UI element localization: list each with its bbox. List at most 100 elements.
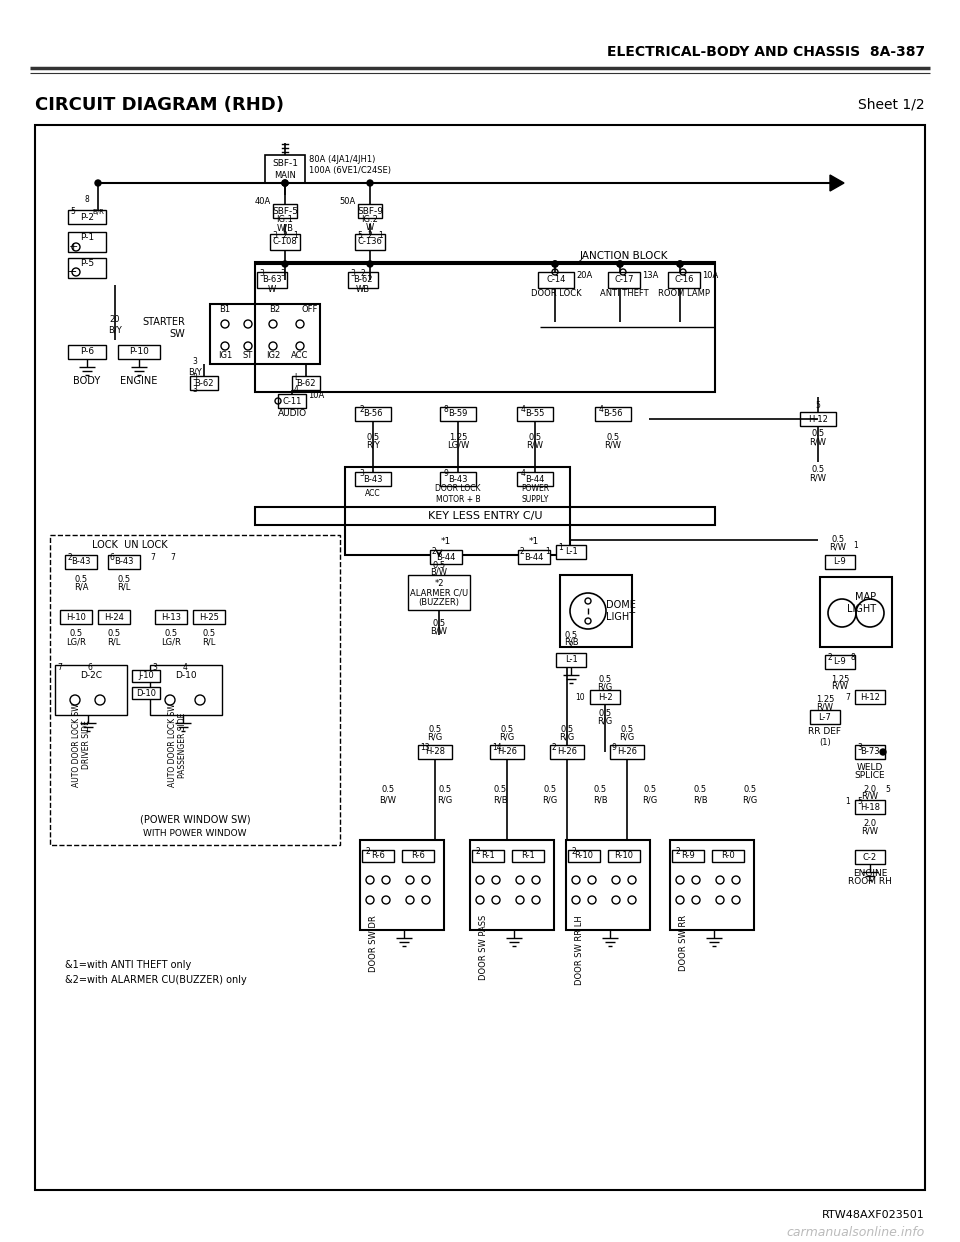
Text: 4: 4 bbox=[182, 662, 187, 672]
Text: B-43: B-43 bbox=[71, 558, 91, 566]
Text: 8: 8 bbox=[444, 405, 448, 414]
Text: RR DEF: RR DEF bbox=[808, 728, 842, 737]
Text: ACC: ACC bbox=[291, 351, 309, 360]
Text: H-26: H-26 bbox=[617, 748, 637, 756]
Text: R-1: R-1 bbox=[481, 852, 494, 861]
Bar bbox=[362, 850, 394, 862]
Text: 0.5: 0.5 bbox=[620, 725, 634, 734]
Bar bbox=[55, 664, 127, 715]
Text: 0.5
R/G: 0.5 R/G bbox=[742, 785, 757, 805]
Text: ROOM LAMP: ROOM LAMP bbox=[658, 289, 710, 298]
Text: 1.25: 1.25 bbox=[830, 674, 850, 683]
Text: 2: 2 bbox=[366, 847, 371, 857]
Bar bbox=[517, 472, 553, 486]
Text: SW: SW bbox=[169, 329, 185, 339]
Text: 100A (6VE1/C24SE): 100A (6VE1/C24SE) bbox=[309, 166, 391, 175]
Text: H-18: H-18 bbox=[860, 802, 880, 811]
Text: 3: 3 bbox=[857, 743, 862, 751]
Text: 2: 2 bbox=[552, 743, 557, 751]
Text: R-0: R-0 bbox=[721, 852, 734, 861]
Bar bbox=[810, 710, 840, 724]
Text: LIGHT: LIGHT bbox=[607, 612, 636, 622]
Bar bbox=[255, 507, 715, 525]
Text: DOME: DOME bbox=[606, 600, 636, 610]
Bar bbox=[408, 575, 470, 610]
Text: IG.2: IG.2 bbox=[362, 216, 378, 225]
Text: 0.5: 0.5 bbox=[811, 430, 825, 438]
Bar bbox=[50, 535, 340, 845]
Text: R/W: R/W bbox=[809, 437, 827, 447]
Circle shape bbox=[677, 261, 683, 267]
Text: B/Y: B/Y bbox=[108, 325, 122, 334]
Text: LG/W: LG/W bbox=[446, 441, 469, 450]
Text: 0.5: 0.5 bbox=[432, 619, 445, 627]
Text: R/W: R/W bbox=[861, 791, 878, 801]
Text: ALARMER C/U: ALARMER C/U bbox=[410, 589, 468, 597]
Text: 0.5: 0.5 bbox=[811, 466, 825, 474]
Circle shape bbox=[677, 261, 683, 267]
Text: WELD: WELD bbox=[857, 763, 883, 771]
Text: B-63: B-63 bbox=[262, 276, 282, 284]
Text: &2=with ALARMER CU(BUZZER) only: &2=with ALARMER CU(BUZZER) only bbox=[65, 975, 247, 985]
Text: 7: 7 bbox=[57, 662, 61, 672]
Text: B-62: B-62 bbox=[194, 379, 214, 388]
Text: D-10: D-10 bbox=[136, 688, 156, 698]
Text: 20: 20 bbox=[109, 315, 120, 324]
Bar bbox=[255, 262, 715, 392]
Bar bbox=[292, 376, 320, 390]
Bar bbox=[358, 204, 382, 219]
Bar bbox=[278, 394, 306, 409]
Text: 0.5: 0.5 bbox=[528, 432, 541, 441]
Text: C-16: C-16 bbox=[674, 276, 694, 284]
Text: 9: 9 bbox=[444, 469, 449, 478]
Text: 2: 2 bbox=[476, 847, 481, 857]
Text: 3: 3 bbox=[152, 662, 156, 672]
Text: +: + bbox=[68, 242, 78, 252]
Text: *1: *1 bbox=[529, 538, 540, 546]
Text: H-25: H-25 bbox=[199, 612, 219, 621]
Text: 0.5: 0.5 bbox=[75, 575, 87, 584]
Bar bbox=[568, 850, 600, 862]
Text: 0.5
R/B: 0.5 R/B bbox=[592, 785, 608, 805]
Text: L-1: L-1 bbox=[564, 656, 577, 664]
Text: 6: 6 bbox=[110, 553, 115, 561]
Text: 0.5: 0.5 bbox=[561, 725, 573, 734]
Text: H-13: H-13 bbox=[161, 612, 181, 621]
Text: P-1: P-1 bbox=[80, 233, 94, 242]
Text: R/W: R/W bbox=[809, 473, 827, 482]
Text: 7: 7 bbox=[845, 693, 850, 702]
Bar bbox=[68, 258, 106, 278]
Text: R/W: R/W bbox=[817, 703, 833, 712]
Bar bbox=[610, 745, 644, 759]
Text: C-108: C-108 bbox=[273, 237, 298, 246]
Circle shape bbox=[367, 261, 373, 267]
Text: R/L: R/L bbox=[108, 637, 121, 647]
Bar bbox=[556, 653, 586, 667]
Bar bbox=[440, 472, 476, 486]
Text: LG/R: LG/R bbox=[161, 637, 180, 647]
Text: L-9: L-9 bbox=[833, 657, 847, 667]
Text: ROOM RH: ROOM RH bbox=[848, 878, 892, 887]
Bar bbox=[855, 745, 885, 759]
Bar bbox=[155, 610, 187, 623]
Text: R/W: R/W bbox=[526, 441, 543, 450]
Bar bbox=[825, 555, 855, 569]
Text: MAP: MAP bbox=[854, 592, 876, 602]
Text: 2.0: 2.0 bbox=[863, 785, 876, 794]
Bar bbox=[193, 610, 225, 623]
Text: &1=with ANTI THEFT only: &1=with ANTI THEFT only bbox=[65, 960, 191, 970]
Bar bbox=[68, 345, 106, 359]
Text: ACC: ACC bbox=[365, 489, 381, 498]
Text: 0.5: 0.5 bbox=[367, 432, 379, 441]
Text: 6: 6 bbox=[87, 662, 92, 672]
Text: 0.5: 0.5 bbox=[69, 630, 83, 638]
Text: DOOR SW RR: DOOR SW RR bbox=[680, 915, 688, 971]
Text: 5: 5 bbox=[70, 207, 75, 216]
Text: 2: 2 bbox=[520, 548, 525, 556]
Bar bbox=[712, 850, 744, 862]
Text: R/W: R/W bbox=[829, 543, 847, 551]
Bar bbox=[825, 655, 855, 669]
Text: 3: 3 bbox=[280, 270, 285, 278]
Text: 7: 7 bbox=[170, 553, 175, 561]
Text: 2: 2 bbox=[827, 652, 831, 662]
